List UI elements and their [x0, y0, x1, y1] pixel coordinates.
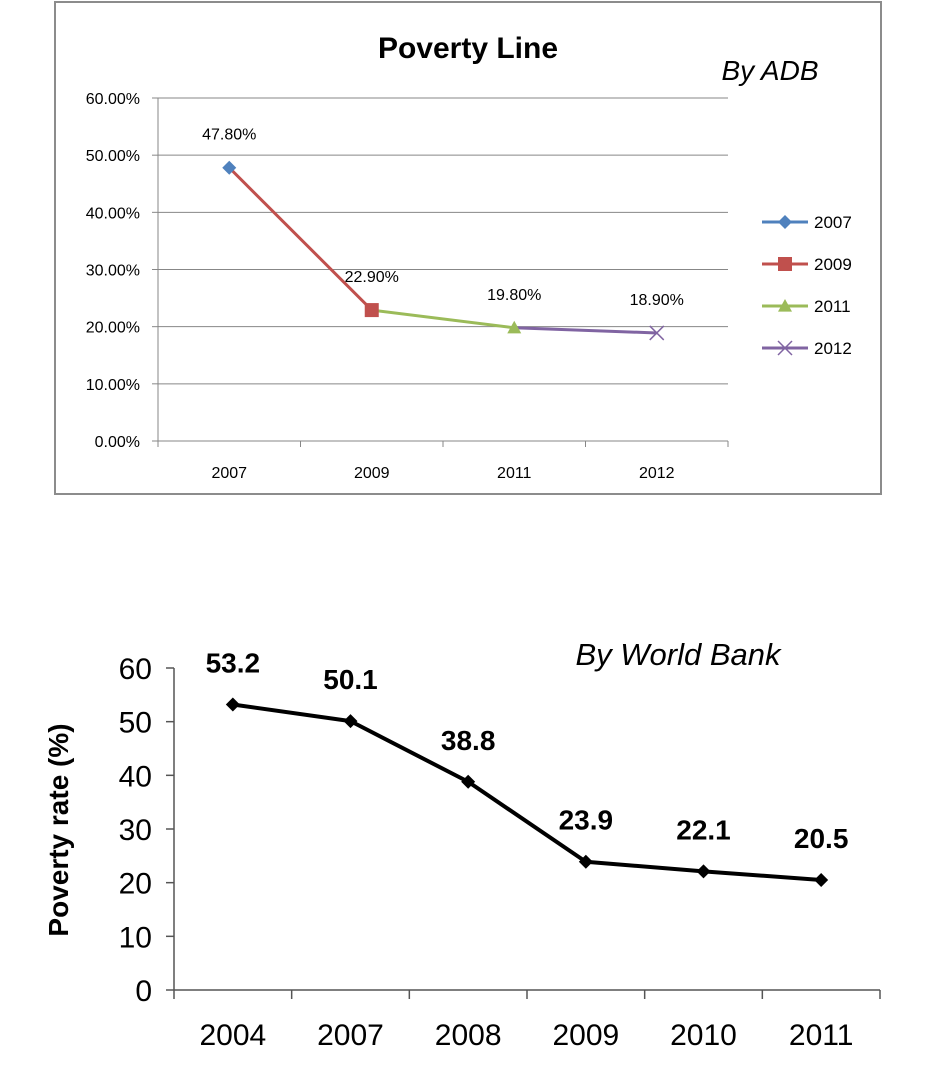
adb-source-note: By ADB	[722, 55, 819, 86]
adb-data-label: 22.90%	[345, 269, 399, 286]
worldbank-point	[578, 854, 593, 869]
adb-legend-marker	[778, 299, 792, 312]
worldbank-data-label: 38.8	[441, 725, 496, 756]
adb-y-tick-label: 50.00%	[86, 148, 140, 165]
adb-x-tick-label: 2007	[211, 465, 247, 482]
worldbank-series-line	[232, 702, 822, 882]
adb-y-tick-label: 30.00%	[86, 263, 140, 280]
adb-y-tick-label: 10.00%	[86, 377, 140, 394]
adb-line-segment	[514, 326, 657, 335]
adb-data-label: 18.90%	[630, 292, 684, 309]
worldbank-y-tick-label: 0	[135, 975, 152, 1008]
adb-legend-marker	[778, 215, 792, 229]
worldbank-data-label: 23.9	[559, 805, 614, 836]
worldbank-y-tick-label: 60	[119, 653, 152, 686]
worldbank-x-tick-label: 2007	[317, 1019, 384, 1052]
worldbank-point	[461, 774, 476, 789]
worldbank-data-label: 20.5	[794, 823, 849, 854]
adb-legend-label: 2007	[814, 213, 852, 232]
worldbank-y-tick-label: 40	[119, 760, 152, 793]
adb-x-tick-label: 2011	[497, 465, 532, 482]
adb-legend-label: 2012	[814, 339, 852, 358]
worldbank-y-tick-label: 10	[119, 921, 152, 954]
worldbank-poverty-chart: By World Bank Poverty rate (%) 0 10 20 30 40…	[43, 637, 881, 1052]
adb-y-tick-label: 40.00%	[86, 205, 140, 222]
adb-legend-label: 2009	[814, 255, 852, 274]
worldbank-point	[814, 872, 829, 887]
worldbank-x-tick-label: 2004	[199, 1019, 266, 1052]
adb-data-label: 47.80%	[202, 127, 256, 144]
worldbank-point	[343, 714, 358, 729]
worldbank-x-tick-label: 2009	[552, 1019, 619, 1052]
worldbank-data-label: 22.1	[676, 814, 731, 845]
adb-point-2011	[507, 320, 522, 334]
worldbank-data-label: 53.2	[206, 647, 261, 678]
worldbank-y-tick-label: 50	[119, 707, 152, 740]
adb-chart-title: Poverty Line	[378, 32, 558, 65]
adb-line-segment	[228, 166, 373, 312]
worldbank-y-tick-label: 20	[119, 868, 152, 901]
adb-data-label: 19.80%	[487, 287, 541, 304]
adb-legend-marker	[778, 257, 792, 271]
adb-point-2012	[649, 325, 665, 341]
adb-y-tick-label: 20.00%	[86, 320, 140, 337]
adb-x-tick-label: 2012	[639, 465, 675, 482]
adb-poverty-chart: Poverty Line By ADB 0.00% 10.00% 20.00% 30.…	[86, 32, 852, 482]
worldbank-data-label: 50.1	[323, 664, 378, 695]
adb-line-segment	[371, 308, 515, 330]
adb-y-tick-label: 0.00%	[95, 434, 140, 451]
worldbank-y-tick-label: 30	[119, 814, 152, 847]
worldbank-source-note: By World Bank	[575, 637, 782, 672]
adb-chart-frame	[54, 1, 882, 495]
worldbank-x-tick-label: 2008	[435, 1019, 502, 1052]
adb-y-tick-label: 60.00%	[86, 91, 140, 108]
worldbank-x-tick-label: 2011	[789, 1019, 854, 1052]
worldbank-x-tick-label: 2010	[670, 1019, 737, 1052]
adb-legend-label: 2011	[814, 297, 851, 316]
adb-legend-marker-stroke-b	[777, 340, 793, 356]
adb-point-2009	[364, 303, 379, 318]
worldbank-point	[225, 697, 240, 712]
worldbank-y-axis-label: Poverty rate (%)	[43, 723, 74, 936]
adb-legend-marker	[777, 340, 793, 356]
adb-point-2007	[222, 160, 237, 175]
adb-x-tick-label: 2009	[354, 465, 390, 482]
worldbank-point	[696, 864, 711, 879]
adb-point-2012-stroke-b	[649, 325, 665, 341]
